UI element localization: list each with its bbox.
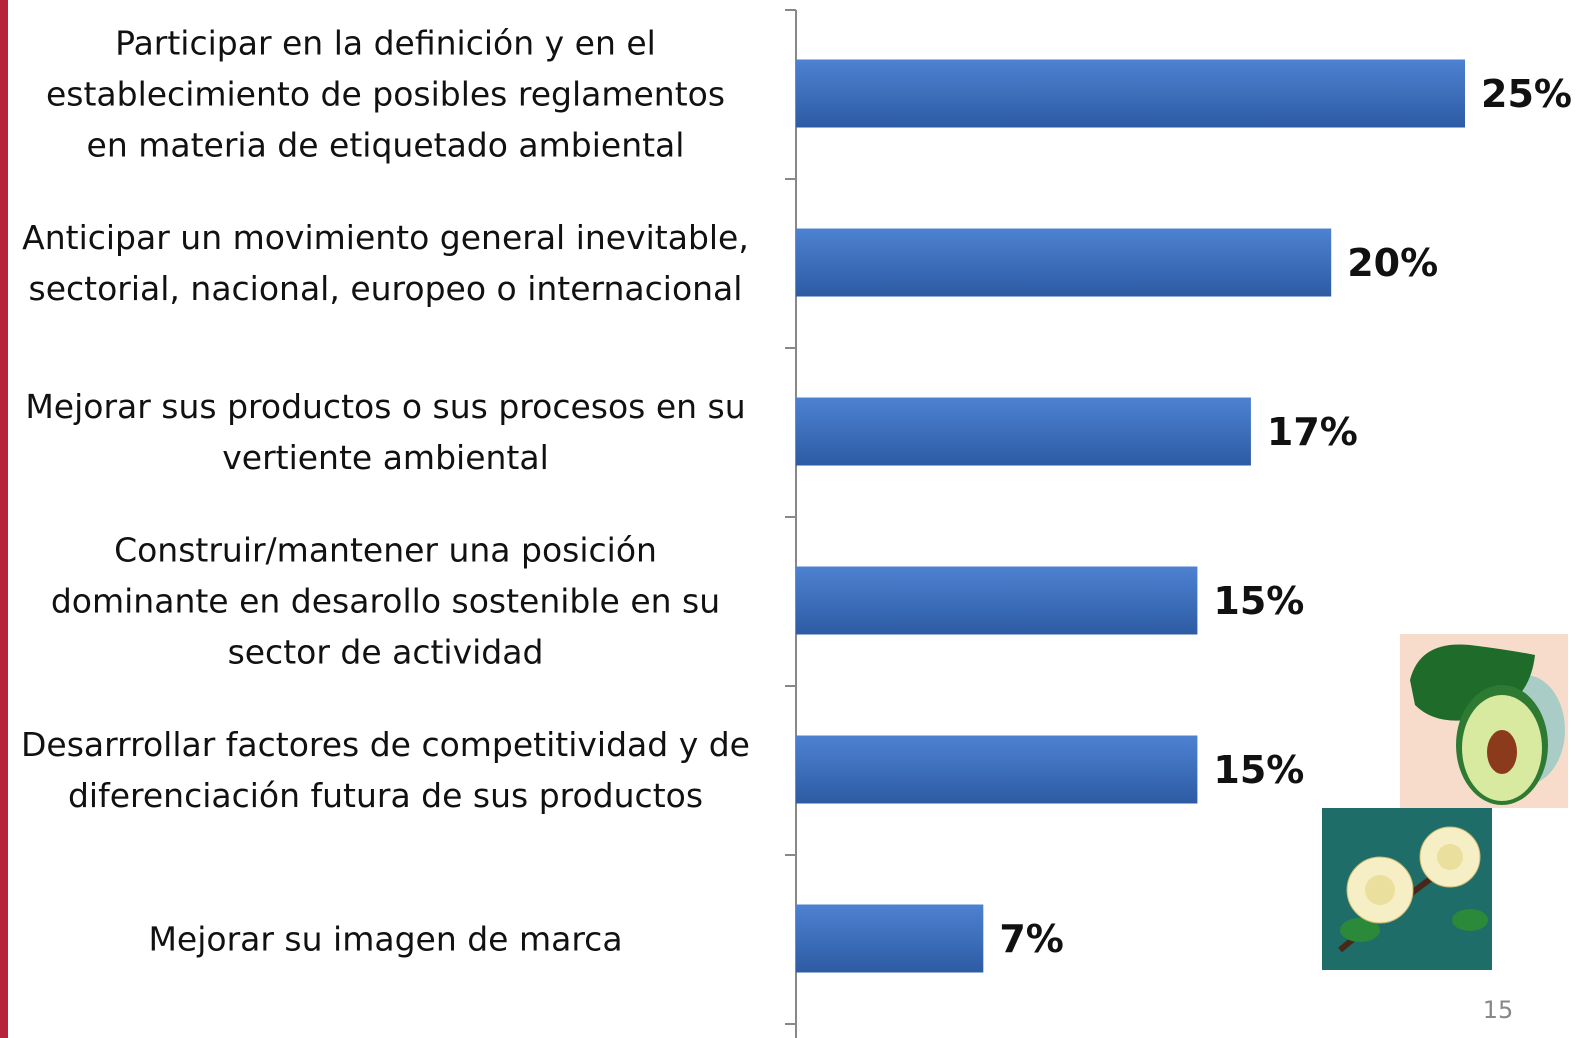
bar (796, 60, 1465, 128)
bar (796, 567, 1197, 635)
value-label: 15% (1213, 748, 1304, 792)
value-label: 15% (1213, 579, 1304, 623)
side-stripe (0, 0, 8, 1038)
avocado-picture (1400, 634, 1568, 808)
bar (796, 736, 1197, 804)
slide: 15 25% 20% 17% 15% 15% 7% Participar en la de… (0, 0, 1595, 1038)
bar (796, 905, 983, 973)
bar (796, 229, 1331, 297)
value-label: 7% (999, 917, 1064, 961)
category-label: Participar en la definición y en el esta… (8, 17, 763, 170)
category-label: Anticipar un movimiento general inevitab… (8, 212, 763, 314)
category-label: Desarrrollar factores de competitividad … (8, 719, 763, 821)
value-label: 17% (1267, 410, 1358, 454)
value-label: 25% (1481, 72, 1572, 116)
category-label: Mejorar sus productos o sus procesos en … (8, 381, 763, 483)
page-number: 15 (1483, 996, 1514, 1024)
value-label: 20% (1347, 241, 1438, 285)
category-label: Construir/mantener una posición dominant… (8, 524, 763, 677)
roses-picture (1322, 808, 1492, 970)
category-label: Mejorar su imagen de marca (8, 913, 763, 964)
bar (796, 398, 1251, 466)
